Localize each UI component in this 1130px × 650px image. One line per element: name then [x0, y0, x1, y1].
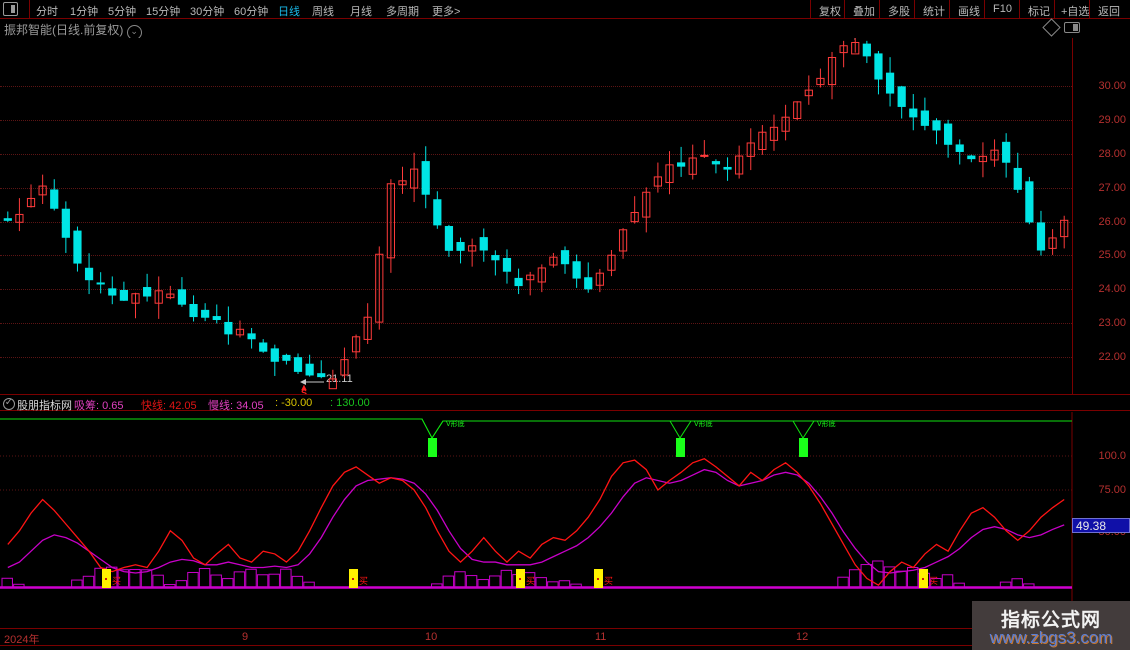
svg-text:V形底: V形底 — [817, 419, 836, 428]
svg-text:V形底: V形底 — [694, 419, 713, 428]
svg-text:V形底: V形底 — [446, 419, 465, 428]
